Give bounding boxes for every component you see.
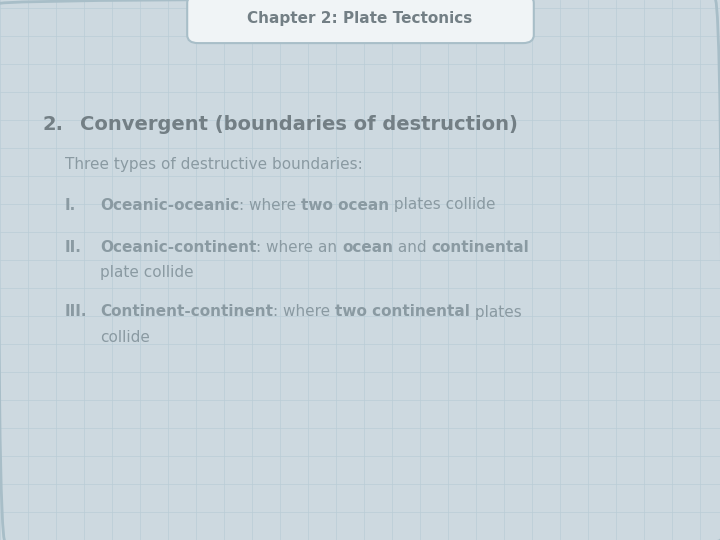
Text: Oceanic-oceanic: Oceanic-oceanic xyxy=(100,198,239,213)
Text: II.: II. xyxy=(65,240,82,254)
Text: Oceanic-continent: Oceanic-continent xyxy=(100,240,256,254)
Text: Chapter 2: Plate Tectonics: Chapter 2: Plate Tectonics xyxy=(248,10,472,25)
Text: : where: : where xyxy=(239,198,301,213)
Text: continental: continental xyxy=(432,240,529,254)
Text: ocean: ocean xyxy=(342,240,393,254)
Text: Three types of destructive boundaries:: Three types of destructive boundaries: xyxy=(65,158,363,172)
FancyBboxPatch shape xyxy=(187,0,534,43)
Text: and: and xyxy=(393,240,432,254)
Text: plates: plates xyxy=(470,305,521,320)
Text: Convergent (boundaries of destruction): Convergent (boundaries of destruction) xyxy=(80,116,518,134)
Text: two ocean: two ocean xyxy=(301,198,390,213)
Text: two continental: two continental xyxy=(335,305,470,320)
Text: : where an: : where an xyxy=(256,240,342,254)
Text: collide: collide xyxy=(100,329,150,345)
Text: : where: : where xyxy=(273,305,335,320)
Text: 2.: 2. xyxy=(42,116,63,134)
Text: III.: III. xyxy=(65,305,88,320)
Text: plates collide: plates collide xyxy=(390,198,496,213)
Text: plate collide: plate collide xyxy=(100,265,194,280)
Text: I.: I. xyxy=(65,198,76,213)
Text: Continent-continent: Continent-continent xyxy=(100,305,273,320)
